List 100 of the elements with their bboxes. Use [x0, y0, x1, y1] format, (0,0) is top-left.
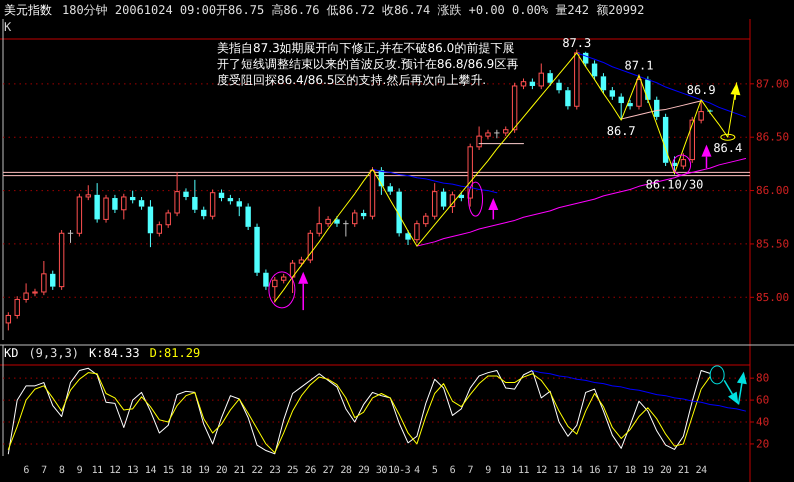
annotation: 87.1 — [624, 58, 654, 72]
x-tick-label: 19 — [198, 465, 210, 476]
x-tick-label: 11 — [92, 465, 104, 476]
x-tick-label: 8 — [58, 465, 65, 476]
chart-subtitle: 180分钟 20061024 09:00开86.75 高86.76 低86.72 收86.74 涨跌 +0.00 0.00% 量242 额20992 — [62, 3, 644, 17]
y-tick-label: 80 — [756, 372, 770, 385]
x-tick-label: 4 — [414, 465, 420, 476]
candlestick — [58, 230, 64, 290]
x-tick-label: 16 — [589, 465, 601, 476]
x-tick-label: 9 — [485, 465, 492, 476]
candlestick — [228, 194, 234, 205]
candlestick — [236, 198, 242, 217]
x-tick-label: 25 — [287, 465, 299, 476]
candlestick — [680, 152, 686, 170]
candlestick — [476, 126, 482, 151]
text: D:81.29 — [150, 346, 200, 360]
candlestick — [316, 206, 322, 237]
line-series — [532, 370, 746, 412]
candlestick — [574, 49, 580, 110]
annotation: 86.10/30 — [646, 177, 704, 192]
candlestick — [218, 189, 224, 202]
line-series — [576, 52, 746, 118]
x-tick-label: 21 — [678, 465, 690, 476]
candlestick — [263, 269, 269, 290]
x-tick-label: 27 — [322, 465, 334, 476]
x-tick-label: 26 — [304, 465, 316, 476]
x-tick-label: 12 — [109, 465, 121, 476]
candlestick — [112, 194, 118, 214]
x-tick-label: 13 — [127, 465, 139, 476]
candlestick — [325, 216, 331, 228]
x-tick-label: 15 — [162, 465, 174, 476]
x-tick-label: 29 — [358, 465, 370, 476]
y-tick-label: 85.50 — [756, 237, 790, 250]
candlestick — [565, 86, 571, 110]
y-tick-label: 60 — [756, 394, 770, 407]
x-tick-label: 17 — [606, 465, 618, 476]
x-tick-label: 9 — [76, 465, 83, 476]
y-tick-label: 86.00 — [756, 184, 790, 198]
candlestick — [138, 196, 144, 210]
y-tick-label: 86.50 — [756, 130, 790, 144]
x-tick-label: 12 — [536, 465, 548, 476]
annotation: 86.7 — [606, 124, 636, 138]
candlestick — [342, 220, 350, 237]
candlestick — [272, 276, 278, 304]
candlestick — [530, 78, 536, 90]
y-tick-label: 40 — [756, 416, 770, 429]
x-tick-label: 11 — [518, 465, 530, 476]
x-tick-label: 6 — [23, 465, 30, 476]
candlestick — [610, 86, 616, 100]
x-tick-label: 30 — [376, 465, 388, 476]
annotation: 86.9 — [686, 82, 716, 97]
y-tick-label: 87.00 — [756, 77, 790, 90]
line-series — [372, 168, 498, 194]
candlestick — [67, 230, 74, 244]
x-tick-label: 14 — [571, 465, 583, 476]
candlestick — [121, 193, 126, 220]
candlestick — [290, 259, 296, 294]
candlestick — [6, 312, 12, 331]
x-tick-label: 21 — [234, 465, 246, 476]
candlestick — [86, 184, 91, 201]
annotation: 87.3 — [562, 36, 592, 50]
candlestick — [130, 190, 136, 204]
candlestick — [23, 282, 29, 304]
y-tick-label: 85.00 — [756, 290, 790, 304]
candlestick — [360, 209, 366, 220]
y-tick-label: 20 — [756, 437, 770, 450]
candlestick — [662, 113, 668, 167]
x-tick-label: 13 — [554, 465, 566, 476]
chart-subtitle: (9,3,3) — [28, 346, 80, 360]
candlestick — [148, 200, 154, 248]
chart-title: 美元指数 — [4, 3, 52, 17]
candlestick — [538, 63, 544, 90]
text: K — [4, 20, 12, 34]
candlestick — [396, 188, 402, 237]
x-tick-label: 5 — [432, 465, 438, 476]
candlestick — [192, 179, 198, 214]
candlestick — [183, 188, 189, 201]
x-tick-label: 18 — [624, 465, 636, 476]
candlestick — [174, 172, 180, 217]
x-tick-label: 10-3 — [388, 465, 411, 476]
x-tick-label: 24 — [696, 465, 708, 476]
candlestick — [654, 96, 660, 121]
x-tick-label: 14 — [144, 465, 156, 476]
x-tick-label: 10 — [500, 465, 512, 476]
annotation: 86.4 — [713, 141, 742, 156]
candlestick — [485, 129, 491, 140]
annotation: 美指自87.3如期展开向下修正,并在不破86.0的前提下展开了短线调整结束以来的首波反攻.预计在86.8/86.9区再度受阻回探86.4/86.5区的支持.然后再次向上攀升. — [217, 40, 520, 88]
candlestick — [600, 72, 606, 94]
series-label: K:84.33 — [89, 346, 140, 360]
candlestick — [432, 182, 438, 220]
candlestick — [50, 270, 56, 290]
x-tick-label: 20 — [216, 465, 228, 476]
candlestick — [94, 182, 100, 224]
chart-title: KD — [4, 346, 18, 360]
candlestick — [618, 92, 624, 121]
candlestick — [245, 202, 251, 231]
candlestick — [254, 223, 260, 276]
x-tick-label: 7 — [467, 465, 474, 476]
x-tick-label: 22 — [252, 465, 264, 476]
candlestick — [388, 182, 393, 196]
